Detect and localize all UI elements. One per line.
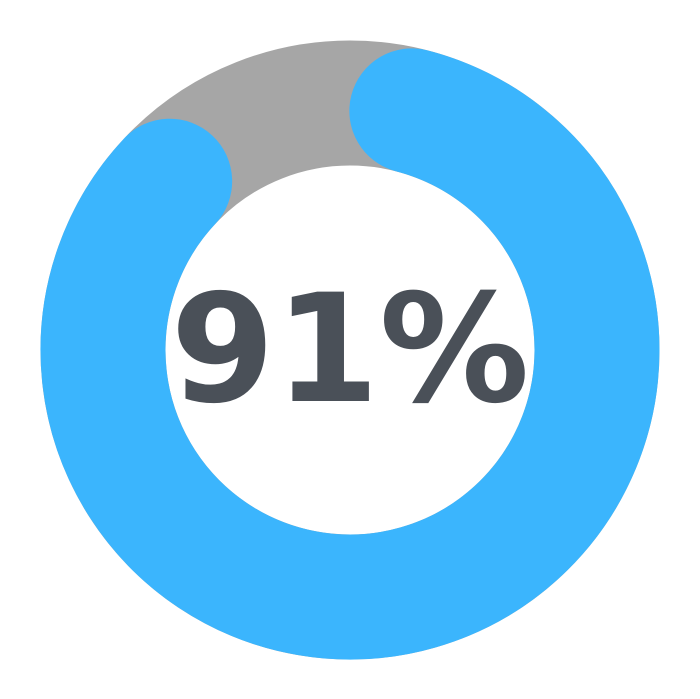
progress-arc — [40, 48, 660, 660]
value-label: 91% — [170, 263, 529, 437]
